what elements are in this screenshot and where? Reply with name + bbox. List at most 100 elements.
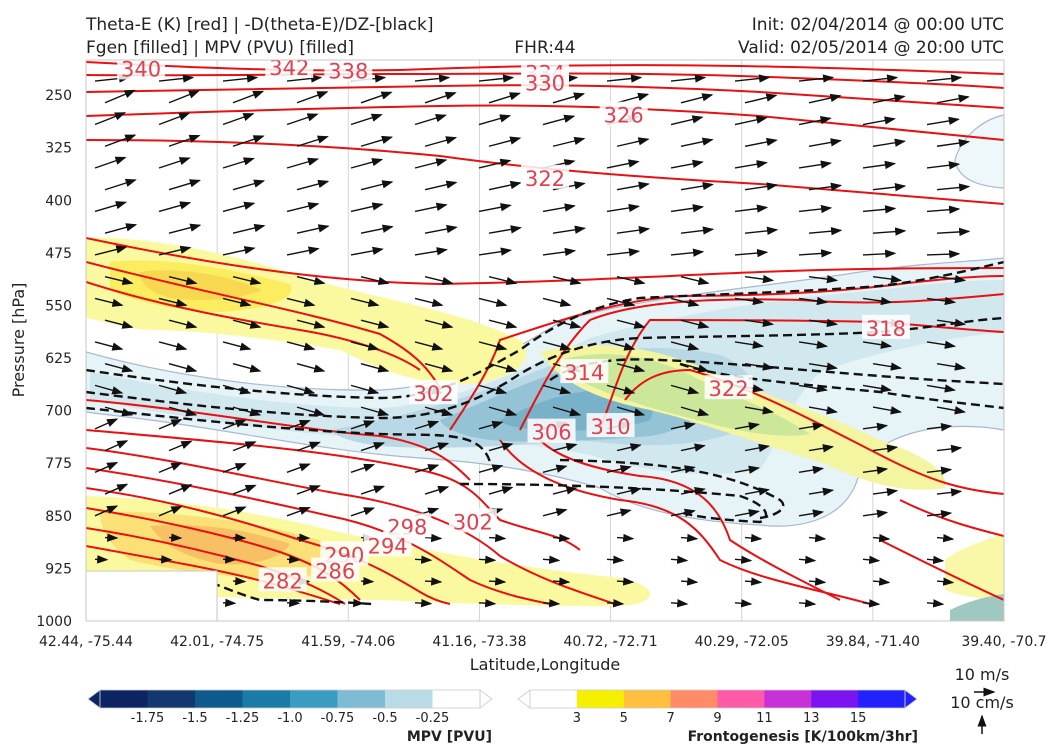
colorbar-extend-high	[904, 689, 918, 709]
fgen-colorbar: 3 5 7 9 11 13 15	[517, 689, 918, 726]
colorbar-extend-high	[479, 689, 493, 709]
wind-arrow	[296, 276, 326, 286]
wind-arrow	[680, 181, 714, 191]
theta-e-line	[86, 429, 581, 551]
theta-e-label-bg	[311, 557, 360, 582]
wind-arrow	[744, 318, 775, 328]
theta-e-label: 342	[265, 56, 314, 80]
wind-arrow	[478, 598, 497, 608]
wind-arrow	[862, 160, 897, 170]
wind-arrow	[488, 92, 521, 104]
wind-arrow	[542, 203, 576, 213]
wind-arrow	[798, 74, 835, 83]
theta-e-label-bg	[527, 418, 576, 443]
dthetae-dz-line	[459, 482, 768, 524]
y-tick-label: 475	[45, 246, 72, 262]
theta-e-label-text: 286	[315, 560, 355, 584]
wind-arrow	[350, 598, 365, 608]
wind-arrow	[360, 576, 375, 586]
wind-arrow	[862, 555, 881, 565]
colorbar-tick-label: 11	[756, 711, 773, 726]
wind-arrow	[542, 464, 568, 474]
wind-arrow	[488, 577, 507, 586]
wind-arrow	[478, 464, 504, 474]
wind-arrow	[414, 598, 433, 608]
wind-arrow	[872, 406, 902, 415]
theta-e-label-text: 342	[269, 56, 309, 80]
theta-e-label-bg	[599, 101, 648, 126]
wind-arrow	[414, 158, 448, 169]
wind-arrow	[168, 362, 198, 373]
wind-arrow	[296, 179, 330, 191]
wind-arrow	[744, 182, 779, 191]
wind-arrow	[478, 555, 497, 564]
wind-arrow	[94, 297, 124, 307]
wind-arrow	[680, 362, 710, 373]
wind-arrow	[808, 227, 843, 236]
wind-arrow	[552, 319, 582, 329]
theta-e-label-text: 302	[453, 510, 493, 534]
dthetae-dz-line	[679, 362, 1004, 410]
wind-arrow	[296, 441, 321, 452]
theta-e-line	[86, 104, 1004, 141]
wind-arrow	[872, 138, 906, 147]
wind-arrow	[104, 178, 137, 191]
wind-arrow	[360, 319, 390, 329]
theta-e-label-bg	[861, 314, 910, 339]
wind-arrow	[862, 249, 897, 258]
wind-arrow	[222, 297, 252, 307]
wind-arrow	[232, 90, 265, 104]
wind-arrow	[670, 204, 705, 213]
theta-e-label-bg	[448, 508, 497, 533]
x-tick-label: 42.01, -74.75	[170, 634, 264, 650]
wind-arrow	[232, 135, 265, 147]
wind-arrow	[616, 577, 635, 586]
wind-arrow	[734, 465, 760, 474]
wind-arrow	[168, 90, 201, 104]
theta-e-label-text: 340	[121, 57, 161, 81]
wind-arrow	[606, 555, 625, 564]
wind-arrow	[798, 116, 832, 126]
wind-arrow	[744, 487, 770, 496]
theta-e-label: 330	[521, 69, 569, 95]
mpv-fill-upper	[954, 114, 1004, 189]
wind-arrow	[606, 203, 640, 213]
wind-arrow	[168, 134, 201, 147]
wind-arrow	[808, 138, 842, 147]
x-tick-label: 41.16, -73.38	[432, 634, 526, 650]
colorbar-tick-label: 5	[620, 711, 628, 726]
theta-e-line	[519, 293, 1004, 431]
wind-arrow	[296, 135, 329, 147]
wind-arrow	[744, 226, 779, 236]
wind-arrow	[350, 341, 380, 351]
wind-arrow	[488, 276, 518, 286]
wind-arrow	[808, 274, 839, 284]
wind-arrow	[296, 406, 326, 417]
y-tick-label: 400	[45, 193, 72, 209]
theta-e-label-bg	[521, 164, 569, 189]
wind-arrow	[808, 533, 827, 543]
wind-arrow	[296, 533, 311, 542]
wind-arrow	[734, 115, 768, 126]
theta-e-label: 310	[586, 413, 635, 439]
wind-arrow	[872, 182, 907, 192]
wind-arrow	[670, 555, 689, 564]
wind-arrow	[744, 137, 778, 147]
wind-arrow	[926, 205, 961, 214]
wind-arrow	[926, 509, 953, 519]
wind-arrow	[542, 247, 577, 257]
wind-arrow	[296, 91, 329, 104]
wind-arrow	[424, 577, 443, 586]
y-tick-label: 700	[45, 404, 72, 420]
colorbar-swatch	[195, 690, 243, 708]
wind-arrow	[104, 440, 129, 452]
theta-e-line	[624, 368, 1004, 495]
wind-arrow	[424, 533, 443, 543]
x-tick-label: 39.84, -71.40	[826, 634, 920, 650]
x-tick-label: 40.72, -72.71	[564, 634, 658, 650]
wind-arrow	[350, 297, 380, 307]
dthetae-dz-contours	[86, 260, 1004, 606]
wind-arrow	[616, 443, 642, 452]
colorbar-swatch	[385, 690, 433, 708]
wind-arrow	[872, 533, 891, 543]
